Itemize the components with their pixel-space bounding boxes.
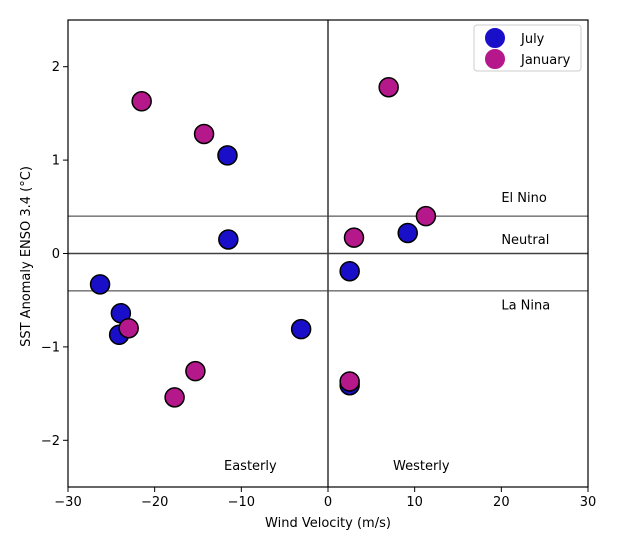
- x-tick-label: −30: [54, 495, 81, 510]
- legend: July January: [473, 24, 582, 72]
- x-axis-ticks: −30 −20 −10 0 10 20 30: [54, 487, 596, 510]
- y-tick-label: 1: [52, 154, 60, 169]
- y-tick-label: 0: [52, 247, 60, 262]
- legend-marker: [485, 28, 505, 48]
- data-points: [89, 76, 437, 408]
- legend-label: July: [520, 32, 545, 47]
- data-point-july: [218, 229, 239, 250]
- data-point-january: [193, 123, 215, 145]
- x-tick-label: 10: [406, 495, 423, 510]
- y-axis-ticks: −2 −1 0 1 2: [41, 60, 68, 449]
- data-point-january: [131, 91, 152, 112]
- x-tick-label: −20: [141, 495, 168, 510]
- data-point-july: [290, 318, 312, 340]
- data-point-july: [89, 274, 111, 295]
- legend-label: January: [520, 53, 571, 68]
- reference-lines: [68, 20, 588, 487]
- y-tick-label: −2: [41, 434, 60, 449]
- annotation-label: Westerly: [393, 459, 450, 474]
- legend-marker: [485, 49, 505, 69]
- x-tick-label: 20: [493, 495, 510, 510]
- x-tick-label: 30: [580, 495, 597, 510]
- x-tick-label: −10: [228, 495, 255, 510]
- y-tick-label: 2: [52, 60, 60, 75]
- data-point-january: [118, 317, 139, 339]
- data-point-january: [415, 205, 437, 227]
- annotation-label: Neutral: [501, 233, 549, 248]
- data-point-july: [339, 260, 360, 282]
- annotation-label: La Nina: [501, 299, 550, 314]
- data-point-january: [343, 227, 365, 248]
- data-point-july: [397, 222, 418, 244]
- x-tick-label: 0: [324, 495, 332, 510]
- data-point-january: [164, 387, 185, 408]
- y-tick-label: −1: [41, 340, 60, 355]
- data-point-january: [185, 360, 206, 382]
- y-axis-label: SST Anomaly ENSO 3.4 (°C): [19, 166, 34, 347]
- annotations: El Nino Neutral La Nina Easterly Westerly: [224, 191, 550, 474]
- data-point-july: [217, 145, 238, 166]
- x-axis-label: Wind Velocity (m/s): [265, 516, 391, 531]
- annotation-label: Easterly: [224, 459, 277, 474]
- data-point-january: [378, 76, 399, 98]
- data-point-january: [339, 371, 360, 392]
- annotation-label: El Nino: [501, 191, 547, 206]
